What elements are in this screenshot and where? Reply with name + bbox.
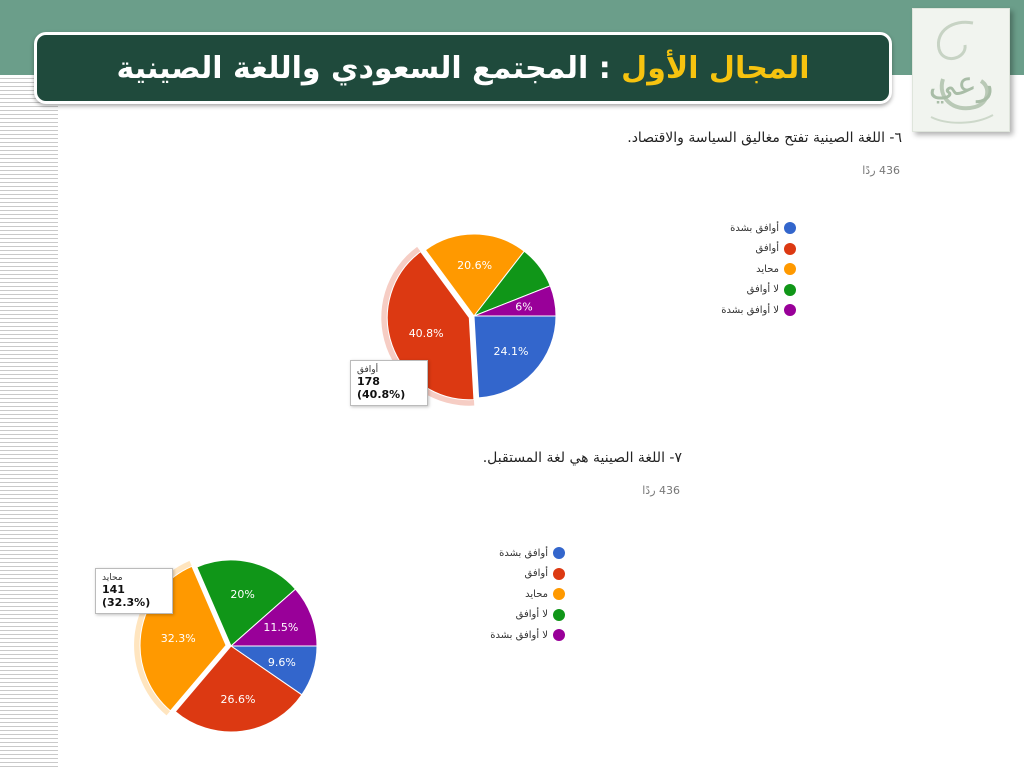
chart1-legend: أوافق بشدة أوافق محايد لا أوافق لا أوافق… bbox=[666, 218, 796, 321]
chart1-slice-1[interactable] bbox=[473, 315, 557, 399]
legend-dot-icon bbox=[784, 304, 796, 317]
chart2-legend-item: أوافق bbox=[435, 564, 565, 585]
calligraphy-logo: رعي bbox=[912, 8, 1010, 132]
legend-dot-icon bbox=[553, 629, 565, 642]
chart2-legend-label: لا أوافق بشدة bbox=[490, 629, 548, 641]
logo-text: رعي bbox=[928, 64, 993, 104]
chart1-legend-label: أوافق bbox=[755, 243, 779, 255]
legend-dot-icon bbox=[553, 547, 565, 560]
chart2-response-count: 436 ردًا bbox=[642, 484, 680, 497]
chart1-legend-label: أوافق بشدة bbox=[730, 222, 779, 234]
chart2-slice-label: 11.5% bbox=[263, 621, 298, 634]
legend-dot-icon bbox=[553, 588, 565, 601]
chart1-legend-item: لا أوافق bbox=[666, 280, 796, 301]
chart2-legend-item: محايد bbox=[435, 584, 565, 605]
chart2-tooltip-value: 141 (32.3%) bbox=[102, 583, 151, 609]
chart1-tooltip: أوافق 178 (40.8%) bbox=[350, 360, 428, 406]
chart1-title: ٦- اللغة الصينية تفتح مغاليق السياسة وال… bbox=[627, 130, 902, 146]
chart2-legend-item: لا أوافق bbox=[435, 605, 565, 626]
chart2-legend-item: أوافق بشدة bbox=[435, 543, 565, 564]
chart1-slice-5[interactable] bbox=[473, 285, 557, 317]
chart1-slice-label: 20.6% bbox=[457, 259, 492, 272]
legend-dot-icon bbox=[784, 242, 796, 255]
legend-dot-icon bbox=[553, 567, 565, 580]
left-stripes-decoration bbox=[0, 75, 58, 768]
legend-dot-icon bbox=[784, 222, 796, 235]
chart2-legend-item: لا أوافق بشدة bbox=[435, 625, 565, 646]
legend-dot-icon bbox=[553, 608, 565, 621]
chart2-slice-2[interactable] bbox=[174, 645, 303, 733]
chart2-title: ٧- اللغة الصينية هي لغة المستقبل. bbox=[482, 450, 682, 466]
chart1-legend-item: أوافق بشدة bbox=[666, 218, 796, 239]
chart1-response-count: 436 ردًا bbox=[862, 164, 900, 177]
chart1-legend-label: لا أوافق bbox=[746, 284, 779, 296]
chart1-tooltip-value: 178 (40.8%) bbox=[357, 375, 406, 401]
chart2-legend-label: أوافق bbox=[524, 568, 548, 580]
chart1-tooltip-category: أوافق bbox=[357, 365, 379, 375]
chart2-legend-label: لا أوافق bbox=[515, 609, 548, 621]
chart2-slice-4[interactable] bbox=[196, 559, 297, 647]
chart1-legend-label: محايد bbox=[756, 263, 779, 275]
chart1-legend-label: لا أوافق بشدة bbox=[721, 304, 779, 316]
chart2-slice-label: 26.6% bbox=[221, 693, 256, 706]
chart1-slice-label: 6% bbox=[515, 300, 532, 313]
chart1-legend-item: أوافق bbox=[666, 239, 796, 260]
chart1-slice-3[interactable] bbox=[424, 233, 525, 317]
chart2-slice-label: 20% bbox=[230, 588, 254, 601]
slide-title-accent: المجال الأول bbox=[621, 50, 810, 86]
chart1-legend-item: لا أوافق بشدة bbox=[666, 300, 796, 321]
legend-dot-icon bbox=[784, 283, 796, 296]
chart2-legend-label: محايد bbox=[525, 588, 548, 600]
calligraphy-logo-art: رعي bbox=[928, 20, 994, 124]
chart1-legend-item: محايد bbox=[666, 259, 796, 280]
chart1-slice-label: 40.8% bbox=[409, 327, 444, 340]
chart2-legend: أوافق بشدة أوافق محايد لا أوافق لا أوافق… bbox=[435, 543, 565, 646]
chart1-slice-label: 24.1% bbox=[493, 345, 528, 358]
chart2-tooltip-category: محايد bbox=[102, 573, 123, 583]
slide-title-bar: المجال الأول : المجتمع السعودي واللغة ال… bbox=[34, 32, 892, 104]
chart2-tooltip: محايد 141 (32.3%) bbox=[95, 568, 173, 614]
chart2-slice-5[interactable] bbox=[229, 588, 318, 647]
chart2-slice-label: 9.6% bbox=[268, 656, 296, 669]
chart2-slice-label: 32.3% bbox=[161, 632, 196, 645]
legend-dot-icon bbox=[784, 263, 796, 276]
chart2-legend-label: أوافق بشدة bbox=[499, 547, 548, 559]
slide-title-rest: : المجتمع السعودي واللغة الصينية bbox=[116, 50, 622, 86]
slide-title: المجال الأول : المجتمع السعودي واللغة ال… bbox=[117, 51, 810, 86]
